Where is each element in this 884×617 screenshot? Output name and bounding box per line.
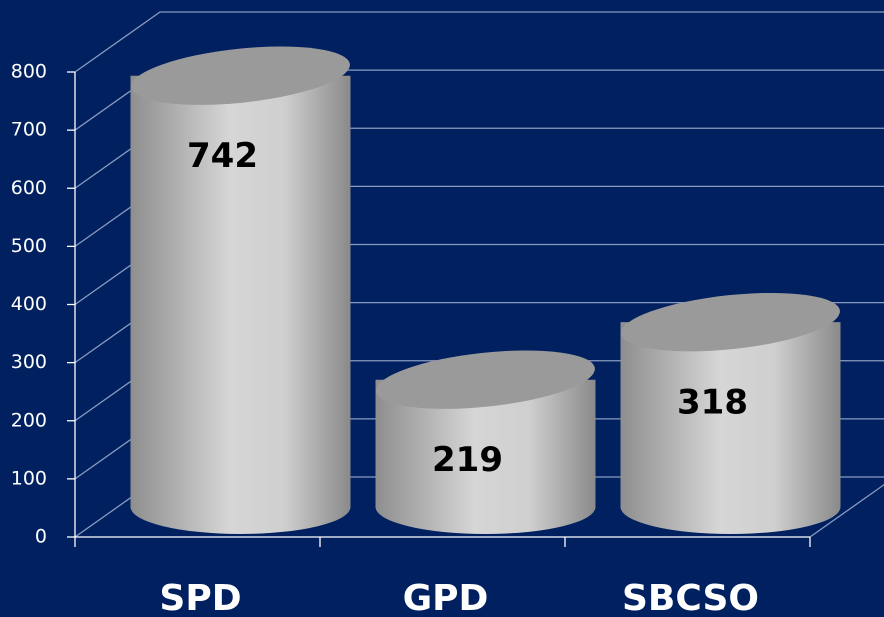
bar-top	[376, 350, 595, 409]
bar	[130, 46, 351, 534]
x-tick-label: GPD	[403, 578, 489, 617]
y-tick-label: 200	[11, 409, 47, 431]
bar	[375, 350, 596, 534]
bar-top	[621, 292, 840, 352]
y-tick-label: 0	[35, 526, 47, 548]
y-tick-label: 400	[11, 293, 47, 315]
y-tick-label: 600	[11, 177, 47, 199]
y-tick-label: 300	[11, 351, 47, 373]
bar-body	[620, 322, 841, 534]
floor-edge	[809, 483, 884, 538]
bar	[620, 292, 841, 534]
x-tick-label: SBCSO	[622, 578, 759, 617]
y-tick-label: 100	[11, 467, 47, 489]
value-label: 318	[677, 383, 748, 423]
value-label: 742	[187, 136, 258, 176]
x-tick-label: SPD	[159, 578, 241, 617]
y-tick-label: 800	[11, 61, 47, 83]
y-tick-label: 500	[11, 235, 47, 257]
grid-line	[74, 11, 884, 73]
bar-body	[375, 379, 596, 534]
bar-top	[131, 46, 350, 105]
value-label: 219	[432, 440, 503, 480]
y-tick-label: 700	[11, 119, 47, 141]
bar-body	[130, 75, 351, 534]
